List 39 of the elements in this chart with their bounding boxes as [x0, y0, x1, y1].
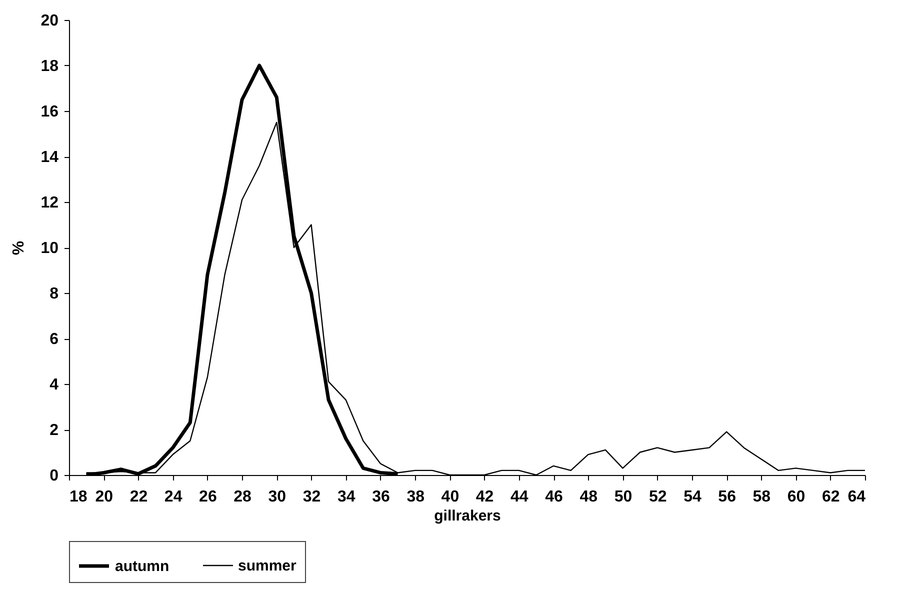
y-tick-label: 18: [40, 58, 59, 75]
y-tick-label: 10: [40, 240, 59, 257]
y-tick-label: 0: [50, 468, 59, 484]
x-tick-label: 34: [337, 488, 356, 506]
y-tick-label: 14: [40, 149, 59, 166]
x-tick-label: 38: [406, 488, 425, 506]
legend-label: autumn: [115, 558, 170, 575]
x-tick-label: 32: [302, 488, 321, 506]
y-tick-label: 16: [40, 104, 59, 120]
x-tick-label: 22: [130, 488, 148, 506]
y-tick-label: 6: [50, 331, 59, 348]
x-tick-label: 44: [510, 488, 528, 506]
y-tick-label: 20: [40, 12, 59, 30]
y-axis-title: %: [10, 240, 28, 256]
x-tick-label: 36: [372, 488, 390, 506]
x-axis-title: gillrakers: [434, 508, 501, 524]
legend-label: summer: [238, 558, 297, 574]
x-tick-label: 62: [822, 488, 840, 506]
x-tick-label: 42: [476, 488, 494, 506]
x-tick-label: 18: [70, 488, 88, 506]
x-tick-label: 30: [268, 488, 286, 506]
x-tick-label: 48: [580, 488, 598, 506]
x-tick-label: 54: [684, 488, 702, 506]
x-tick-label: 46: [545, 488, 564, 506]
x-tick-label: 60: [787, 488, 806, 506]
y-tick-label: 12: [40, 194, 59, 212]
y-tick-label: 4: [50, 376, 59, 394]
x-tick-label: 40: [441, 488, 460, 506]
x-tick-label: 28: [234, 488, 252, 506]
y-tick-label: 2: [50, 422, 59, 439]
x-tick-label: 50: [614, 488, 632, 506]
x-tick-label: 58: [752, 488, 771, 506]
x-tick-label: 24: [164, 488, 182, 506]
x-tick-label: 56: [718, 488, 736, 506]
y-tick-label: 8: [50, 286, 59, 302]
x-tick-label: 26: [199, 488, 217, 506]
x-tick-label: 20: [95, 488, 114, 506]
x-tick-label: 64: [848, 488, 866, 506]
x-tick-label: 52: [648, 488, 667, 506]
